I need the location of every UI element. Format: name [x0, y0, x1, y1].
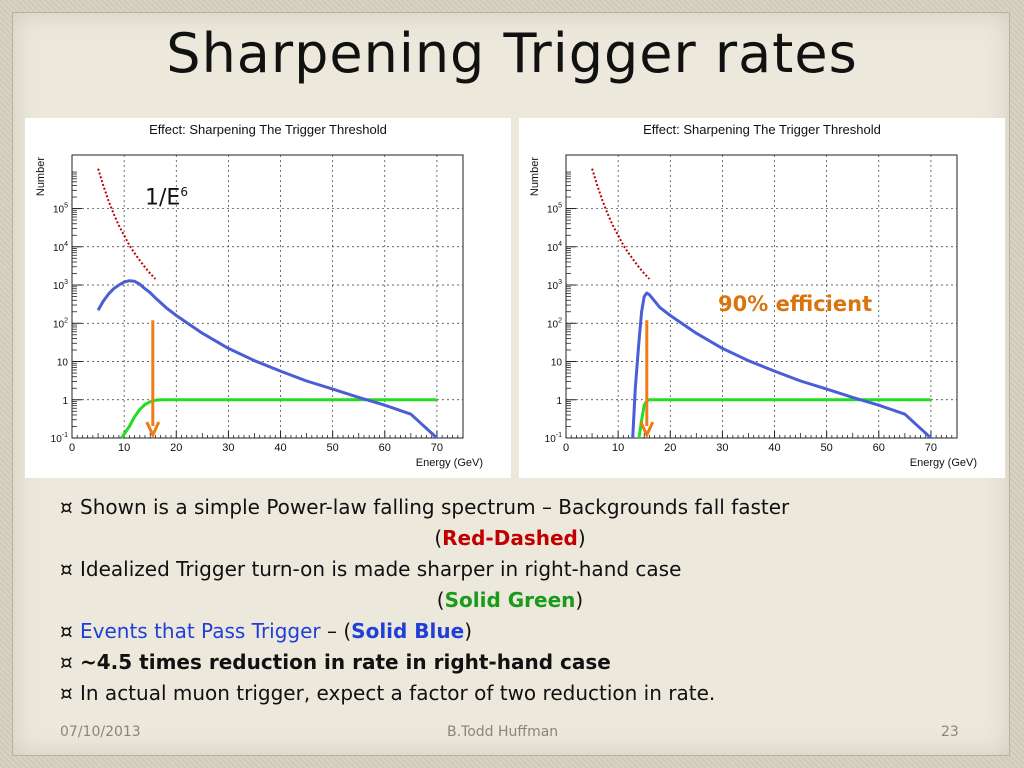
chart-left-svg: Effect: Sharpening The Trigger Threshold… [25, 118, 511, 478]
chart-left-xtick-label-1: 10 [118, 442, 130, 454]
chart-right-ylabel: Number [529, 157, 541, 196]
chart-left-bg [25, 118, 511, 478]
chart-left-series-solid-green [120, 398, 437, 439]
chart-left-xtick-label-6: 60 [379, 442, 391, 454]
chart-left-ytick-label-6: 105 [53, 203, 68, 216]
bullet-marker: ¤ [60, 681, 73, 705]
chart-left-xtick-label-7: 70 [431, 442, 443, 454]
chart-right-series-solid-blue [631, 291, 932, 440]
chart-right-xtick-label-7: 70 [925, 442, 937, 454]
bullet-1-cont: (Red-Dashed) [60, 523, 960, 554]
chart-left-xlabel: Energy (GeV) [416, 457, 483, 469]
annotation-power-law: 1/E6 [145, 185, 188, 210]
chart-left-arrow-head [145, 421, 161, 439]
bullet-1-text: Shown is a simple Power-law falling spec… [80, 495, 790, 519]
chart-left-xtick-label-2: 20 [170, 442, 182, 454]
annotation-power-law-exponent: 6 [180, 185, 188, 199]
chart-right-svg: Effect: Sharpening The Trigger Threshold… [519, 118, 1005, 478]
chart-right-xtick-label-0: 0 [563, 442, 569, 454]
chart-left-ytick-label-2: 10 [57, 358, 69, 369]
chart-left-series-solid-blue [96, 279, 438, 440]
chart-left-xtick-label-5: 50 [327, 442, 339, 454]
chart-left-series-red-dashed [97, 168, 157, 280]
bullet-3-blue-bold: Solid Blue [351, 619, 465, 643]
chart-left-ytick-label-0: 10-1 [51, 432, 68, 445]
chart-left-ytick-label-3: 102 [53, 317, 68, 330]
bullet-3: ¤ Events that Pass Trigger – (Solid Blue) [60, 616, 960, 647]
bullet-2: ¤ Idealized Trigger turn-on is made sharp… [60, 554, 960, 585]
bullet-1: ¤ Shown is a simple Power-law falling spe… [60, 492, 960, 523]
chart-right-ytick-label-4: 103 [547, 279, 562, 292]
bullet-4: ¤ ~4.5 times reduction in rate in right-h… [60, 647, 960, 678]
chart-left-xtick-label-4: 40 [274, 442, 286, 454]
chart-right-xtick-label-6: 60 [873, 442, 885, 454]
bullet-3-mid: – ( [320, 619, 352, 643]
annotation-efficiency: 90% efficient [718, 292, 873, 316]
chart-right-arrow-head [639, 421, 655, 439]
slide-title: Sharpening Trigger rates [166, 22, 858, 85]
footer-page: 23 [941, 724, 959, 740]
bullet-2-cont: (Solid Green) [60, 585, 960, 616]
chart-right-xtick-label-2: 20 [664, 442, 676, 454]
chart-right-xtick-label-4: 40 [768, 442, 780, 454]
annotation-power-law-base: 1/E [145, 185, 181, 211]
footer: 07/10/2013 B.Todd Huffman 23 [0, 724, 1024, 744]
bullet-5: ¤ In actual muon trigger, expect a factor… [60, 678, 960, 709]
chart-left-ytick-label-1: 1 [62, 396, 68, 407]
chart-left-xtick-label-0: 0 [69, 442, 75, 454]
chart-right-xtick-label-3: 30 [716, 442, 728, 454]
chart-right-ytick-label-1: 1 [556, 396, 562, 407]
chart-left-ylabel: Number [35, 157, 47, 196]
bullet-3-close: ) [464, 619, 473, 643]
chart-right-ytick-label-3: 102 [547, 317, 562, 330]
chart-right: Effect: Sharpening The Trigger Threshold… [519, 118, 1005, 478]
chart-right-title: Effect: Sharpening The Trigger Threshold [643, 122, 881, 137]
chart-right-xlabel: Energy (GeV) [910, 457, 977, 469]
bullet-2-green: Solid Green [444, 588, 576, 612]
bullet-5-text: In actual muon trigger, expect a factor … [80, 681, 716, 705]
bullet-2-open: ( [436, 588, 445, 612]
chart-left-ytick-label-4: 103 [53, 279, 68, 292]
chart-right-ytick-label-0: 10-1 [545, 432, 562, 445]
bullet-2-text: Idealized Trigger turn-on is made sharpe… [80, 557, 682, 581]
bullet-2-close: ) [575, 588, 584, 612]
bullet-marker: ¤ [60, 495, 73, 519]
chart-left-title: Effect: Sharpening The Trigger Threshold [149, 122, 387, 137]
chart-right-series-red-dashed [591, 168, 651, 280]
chart-right-ytick-label-5: 104 [547, 241, 562, 254]
bullet-marker: ¤ [60, 557, 73, 581]
chart-left: Effect: Sharpening The Trigger Threshold… [25, 118, 511, 478]
chart-left-ytick-label-5: 104 [53, 241, 68, 254]
chart-right-bg [519, 118, 1005, 478]
bullet-1-open: ( [434, 526, 443, 550]
chart-left-xtick-label-3: 30 [222, 442, 234, 454]
chart-right-xtick-label-1: 10 [612, 442, 624, 454]
bullet-list: ¤ Shown is a simple Power-law falling spe… [60, 492, 960, 709]
bullet-marker: ¤ [60, 619, 73, 643]
bullet-4-text: ~4.5 times reduction in rate in right-ha… [80, 650, 611, 674]
bullet-3-blue: Events that Pass Trigger [80, 619, 321, 643]
chart-right-ytick-label-2: 10 [551, 358, 563, 369]
chart-right-xtick-label-5: 50 [821, 442, 833, 454]
bullet-1-close: ) [577, 526, 586, 550]
footer-date: 07/10/2013 [60, 724, 141, 740]
bullet-marker: ¤ [60, 650, 73, 674]
footer-author: B.Todd Huffman [447, 724, 559, 740]
bullet-1-red: Red-Dashed [442, 526, 578, 550]
chart-right-ytick-label-6: 105 [547, 203, 562, 216]
